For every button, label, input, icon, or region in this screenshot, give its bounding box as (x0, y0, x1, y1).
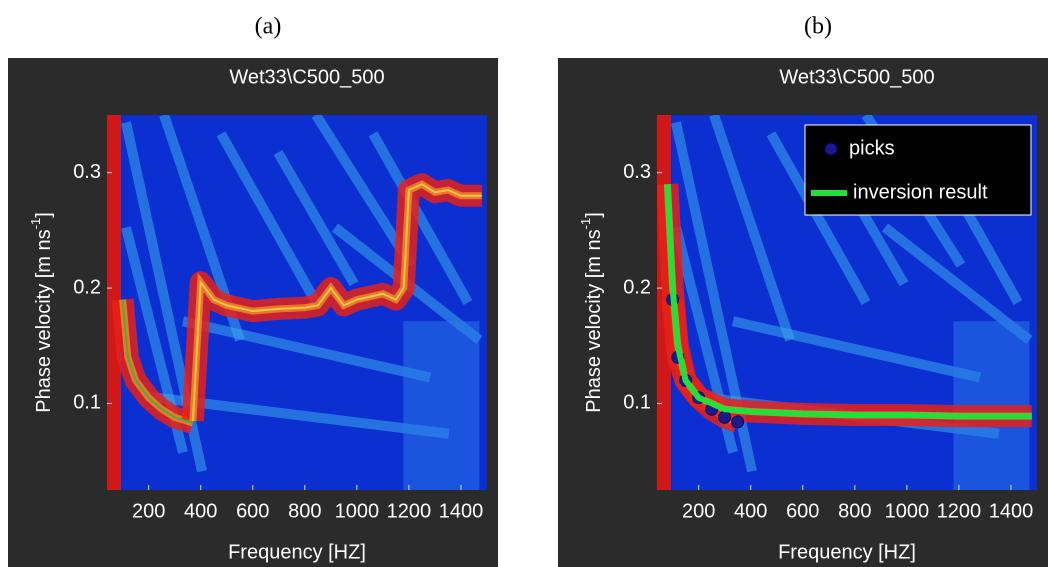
heatmap-streak (216, 131, 321, 305)
heatmap-streak (181, 316, 432, 383)
plot-area (107, 115, 487, 490)
legend-marker (824, 142, 838, 156)
x-tick-label: 600 (236, 500, 269, 522)
panel-label: (b) (804, 14, 832, 40)
y-axis-label-text: Phase velocity [m ns (33, 229, 55, 412)
x-tick-label: 400 (184, 500, 217, 522)
curve (121, 299, 194, 425)
x-tick-label: 1400 (439, 500, 484, 522)
y-axis-label: Phase velocity [m ns-1] (28, 212, 55, 413)
heatmap-streak (368, 131, 473, 305)
x-tick-label: 800 (838, 500, 871, 522)
panel-label: (a) (255, 14, 282, 40)
pick-marker (718, 410, 732, 424)
curve (191, 183, 482, 421)
x-tick-label: 1000 (335, 500, 380, 522)
x-tick-label: 600 (786, 500, 819, 522)
y-axis-label-end: ] (33, 212, 55, 218)
y-axis-label-text: Phase velocity [m ns (583, 229, 605, 412)
y-tick-label: 0.3 (73, 161, 101, 183)
y-tick-label: 0.2 (623, 276, 651, 298)
x-tick-label: 200 (132, 500, 165, 522)
x-tick-label: 1400 (989, 500, 1034, 522)
legend-label: picks (849, 137, 895, 159)
y-tick-label: 0.3 (623, 161, 651, 183)
x-tick-label: 800 (288, 500, 321, 522)
y-axis-label-sup: -1 (578, 218, 593, 230)
x-axis-label: Frequency [HZ] (228, 541, 366, 563)
x-axis-label: Frequency [HZ] (778, 541, 916, 563)
x-tick-label: 1200 (937, 500, 982, 522)
x-tick-label: 1200 (387, 500, 432, 522)
heatmap-streak (311, 115, 416, 268)
y-axis-label-sup: -1 (28, 218, 43, 230)
chart-title: Wet33\C500_500 (229, 66, 384, 88)
heatmap-streak (731, 316, 982, 383)
y-tick-label: 0.1 (73, 392, 101, 414)
x-tick-label: 200 (682, 500, 715, 522)
chart-title: Wet33\C500_500 (779, 66, 934, 88)
heatmap-streak (766, 131, 871, 305)
x-tick-label: 1000 (885, 500, 930, 522)
y-tick-label: 0.1 (623, 392, 651, 414)
curve (664, 184, 1032, 420)
x-tick-label: 400 (734, 500, 767, 522)
heatmap-noise (403, 321, 480, 490)
legend-label: inversion result (853, 181, 988, 203)
y-axis-label: Phase velocity [m ns-1] (578, 212, 605, 413)
legend-box (804, 124, 1032, 216)
pick-marker (731, 415, 745, 429)
heatmap-streak (709, 115, 795, 342)
y-axis-label-end: ] (583, 212, 605, 218)
y-tick-label: 0.2 (73, 276, 101, 298)
heatmap-streak (273, 149, 359, 287)
